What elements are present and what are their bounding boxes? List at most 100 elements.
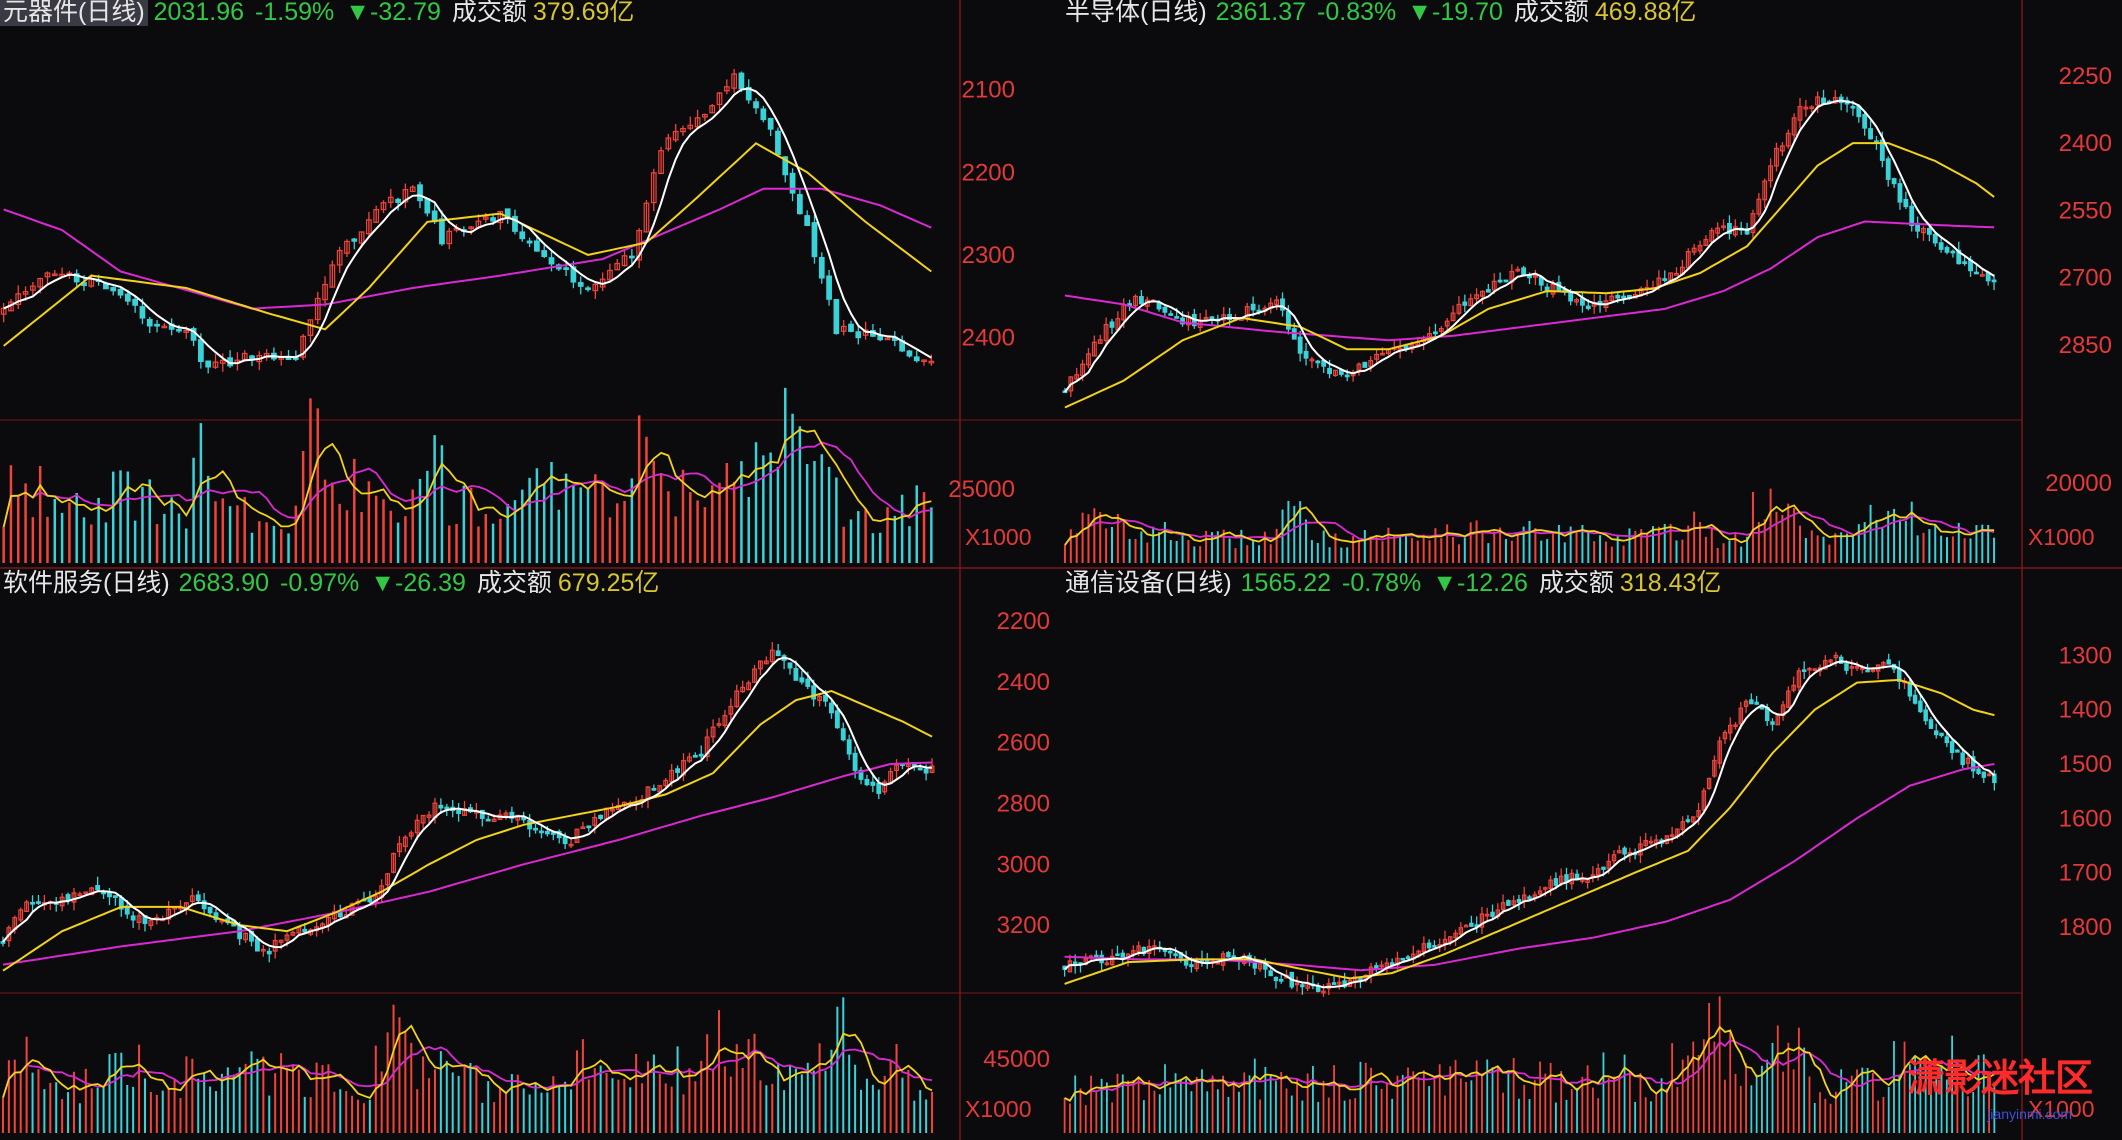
candle-body xyxy=(1485,289,1491,293)
panel-name[interactable]: 元器件(日线) xyxy=(0,0,148,26)
candle-body xyxy=(568,843,574,847)
candle-body xyxy=(658,150,664,175)
candle-body xyxy=(1696,810,1701,818)
candle-body xyxy=(787,662,793,669)
candle-body xyxy=(1379,964,1384,968)
candle-body xyxy=(1506,900,1511,906)
ma10-line xyxy=(2,689,933,972)
point-change: ▼-32.79 xyxy=(345,0,441,26)
candle-body xyxy=(804,215,811,226)
candle-body xyxy=(1733,724,1738,728)
candle-body xyxy=(1643,840,1648,846)
candle-body xyxy=(213,912,219,921)
candle-body xyxy=(132,298,139,306)
candle-body xyxy=(101,891,106,895)
candle-body xyxy=(740,686,746,693)
candle-body xyxy=(1862,114,1868,129)
candle-body xyxy=(1850,105,1856,109)
candle-body xyxy=(1138,296,1144,305)
candle-body xyxy=(650,172,657,204)
candle-body xyxy=(1903,198,1909,208)
candle-body xyxy=(1226,951,1231,958)
candle-body xyxy=(1743,700,1749,707)
candle-body xyxy=(1803,106,1809,110)
candle-body xyxy=(672,130,679,141)
candle-body xyxy=(1511,900,1516,906)
candle-body xyxy=(694,117,701,128)
point-change: ▼-19.70 xyxy=(1407,0,1503,26)
candle-body xyxy=(1463,924,1469,928)
ma5-line xyxy=(3,87,932,365)
candle-body xyxy=(1807,667,1812,671)
candle-body xyxy=(651,787,657,791)
candle-body xyxy=(439,218,445,245)
candle-body xyxy=(366,219,372,235)
candle-body xyxy=(444,806,450,810)
candle-body xyxy=(479,809,485,819)
candle-body xyxy=(285,357,292,361)
candle-body xyxy=(1928,719,1934,729)
candle-body xyxy=(722,714,728,727)
candle-body xyxy=(1779,145,1785,152)
candle-body xyxy=(65,894,71,901)
candle-body xyxy=(154,323,160,327)
price-tick-label: 2850 xyxy=(2059,332,2112,359)
candle-body xyxy=(767,117,774,130)
candle-body xyxy=(426,814,432,818)
candle-body xyxy=(1611,854,1617,862)
candle-body xyxy=(1333,369,1338,377)
candle-body xyxy=(1374,353,1380,360)
candle-body xyxy=(1721,225,1726,229)
candle-body xyxy=(1950,250,1956,254)
candle-body xyxy=(534,240,540,252)
panel-name[interactable]: 半导体(日线) xyxy=(1065,0,1207,26)
candle-body xyxy=(344,240,350,254)
candle-body xyxy=(598,814,604,820)
candle-body xyxy=(1448,936,1453,943)
candle-body xyxy=(205,360,212,368)
candle-body xyxy=(1685,819,1691,823)
candle-body xyxy=(796,194,803,215)
candle-body xyxy=(1970,756,1976,772)
candle-body xyxy=(30,901,35,905)
candle-body xyxy=(485,818,491,822)
candle-body xyxy=(882,781,888,793)
candle-body xyxy=(402,836,408,847)
candle-body xyxy=(723,86,730,92)
candle-body xyxy=(1327,367,1332,375)
candle-body xyxy=(858,769,864,780)
candle-body xyxy=(526,240,533,244)
candle-body xyxy=(1300,984,1305,988)
candle-body xyxy=(1490,911,1495,917)
candle-body xyxy=(300,335,307,358)
candle-body xyxy=(1285,310,1291,330)
candle-body xyxy=(580,826,586,830)
candle-body xyxy=(541,250,548,257)
candle-body xyxy=(1303,350,1309,359)
candle-body xyxy=(1462,301,1468,306)
candle-body xyxy=(539,830,544,834)
candle-body xyxy=(1956,249,1962,265)
candle-body xyxy=(1712,759,1717,777)
panel-name[interactable]: 通信设备(日线) xyxy=(1065,569,1232,597)
turnover-value: 679.25亿 xyxy=(557,569,660,597)
candle-body xyxy=(1136,945,1141,953)
candle-body xyxy=(176,328,182,332)
price-tick-label: 1300 xyxy=(2059,642,2112,669)
candle-body xyxy=(1321,990,1326,994)
turnover-value: 318.43亿 xyxy=(1619,569,1722,597)
candle-body xyxy=(395,198,401,203)
candle-body xyxy=(628,255,635,259)
candle-body xyxy=(1823,659,1828,670)
caption-software: 软件服务(日线) 2683.90 -0.97% ▼-26.39 成交额 679.25亿 xyxy=(0,568,670,598)
candle-body xyxy=(884,337,891,341)
candle-body xyxy=(823,694,828,702)
candle-body xyxy=(1938,242,1944,250)
candle-body xyxy=(409,186,416,193)
panel-name[interactable]: 软件服务(日线) xyxy=(3,569,170,597)
candle-body xyxy=(826,275,832,300)
percent-change: -0.78% xyxy=(1342,569,1422,597)
candle-body xyxy=(1515,268,1521,272)
candle-body xyxy=(811,685,817,700)
candle-body xyxy=(1405,956,1411,959)
